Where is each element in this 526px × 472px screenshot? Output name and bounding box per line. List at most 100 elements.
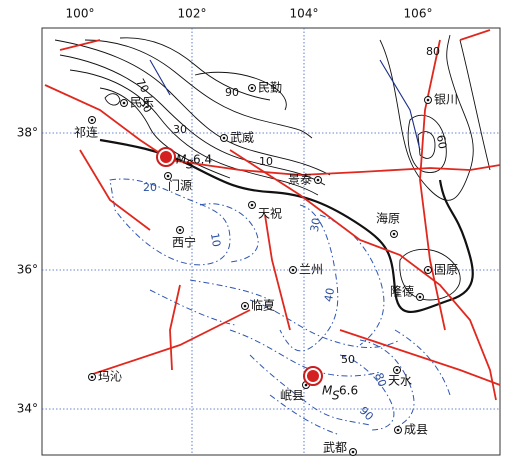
- city-label: 祁连: [74, 125, 98, 140]
- fault: [419, 39, 446, 331]
- city-label: 西宁: [172, 235, 196, 250]
- contour: [99, 87, 231, 179]
- city-label: 武都: [323, 441, 347, 455]
- city-label: 临夏: [251, 299, 275, 313]
- lat-label: 36°: [17, 263, 38, 277]
- lon-label: 104°: [290, 7, 319, 21]
- river: [379, 59, 421, 151]
- contour: [399, 248, 461, 301]
- epicenter-dot: [160, 151, 172, 163]
- contour: [359, 339, 415, 429]
- fault: [59, 39, 101, 51]
- epicenter: M S 6.6: [303, 366, 358, 403]
- city-label: 成县: [404, 423, 428, 437]
- contour: [104, 93, 121, 106]
- contour: [339, 354, 395, 431]
- city-marker-dot: [90, 118, 94, 122]
- city-label: 兰州: [299, 263, 323, 277]
- contour: [269, 394, 341, 436]
- contour-label: 70: [133, 76, 151, 95]
- city-label: 固原: [434, 263, 458, 277]
- contour-label: 40: [322, 287, 337, 303]
- contour-label: 20: [143, 181, 157, 194]
- lat-label: 34°: [17, 402, 38, 416]
- contour-label: 10: [259, 155, 273, 168]
- magnitude-symbol: M: [176, 153, 187, 167]
- city-label: 民勤: [258, 81, 282, 95]
- contour-label: 30: [308, 217, 323, 233]
- magnitude-symbol: M: [322, 384, 333, 398]
- city-marker-dot: [90, 375, 94, 379]
- contour: [199, 203, 259, 263]
- city-marker-dot: [426, 98, 430, 102]
- tick-labels: 100° 102° 104° 106° 38° 36° 34°: [17, 7, 433, 416]
- contour: [379, 34, 474, 201]
- contour: [279, 204, 339, 352]
- fault: [169, 284, 181, 371]
- contour-label: 10: [208, 232, 223, 248]
- contour-label: 30: [173, 123, 187, 136]
- isolines-south: [109, 178, 451, 436]
- city-marker-dot: [351, 450, 355, 454]
- map-frame: [41, 27, 501, 456]
- contour: [194, 71, 287, 111]
- city-marker-dot: [166, 174, 170, 178]
- isolines-north: [54, 34, 491, 313]
- city-marker-dot: [395, 368, 399, 372]
- magnitude-subscript: S: [332, 389, 340, 403]
- lon-label: 100°: [66, 7, 95, 21]
- contour: [59, 54, 326, 186]
- city-marker-dot: [243, 304, 247, 308]
- city-label: 隆德: [390, 284, 414, 299]
- contour: [84, 39, 313, 139]
- contour: [459, 39, 491, 171]
- city-label: 海原: [376, 211, 400, 226]
- fault: [459, 29, 491, 41]
- contour-labels: 90 80 70 30 30 10 20 10 30 40 50 60 80 9…: [133, 45, 449, 423]
- city-label: 武威: [230, 131, 254, 145]
- contour: [417, 131, 436, 159]
- fault: [79, 149, 151, 231]
- city-label: 景泰: [288, 173, 312, 187]
- magnitude-value: 6.4: [193, 153, 212, 167]
- river: [149, 59, 171, 96]
- contour-label: 90: [225, 86, 239, 99]
- contour: [394, 329, 451, 396]
- fault: [44, 84, 501, 176]
- city-marker-dot: [396, 428, 400, 432]
- magnitude-value: 6.6: [339, 384, 358, 398]
- city-marker-dot: [178, 228, 182, 232]
- city-marker-dot: [304, 383, 308, 387]
- contour-label: 60: [434, 134, 449, 150]
- city-marker-dot: [316, 178, 320, 182]
- city-marker-dot: [392, 232, 396, 236]
- contour: [229, 329, 381, 377]
- city-label: 门源: [168, 178, 192, 193]
- contour-label: 80: [372, 371, 389, 389]
- contour: [119, 37, 271, 101]
- city-label: 天水: [388, 374, 412, 388]
- fault: [339, 329, 501, 386]
- faults: [44, 29, 501, 401]
- lon-label: 102°: [178, 7, 207, 21]
- epicenter-dot: [307, 370, 319, 382]
- lat-label: 38°: [17, 126, 38, 140]
- city-label: 民乐: [130, 96, 154, 110]
- magnitude-subscript: S: [186, 158, 194, 172]
- epicenter: M S 6.4: [156, 147, 212, 172]
- city-marker-dot: [418, 295, 422, 299]
- contour-label: 80: [426, 45, 440, 58]
- city-marker-dot: [250, 203, 254, 207]
- city-marker-dot: [222, 136, 226, 140]
- fault: [89, 309, 251, 376]
- lon-label: 106°: [404, 7, 433, 21]
- fault: [229, 149, 497, 401]
- fault: [264, 214, 291, 331]
- city-marker-dot: [426, 268, 430, 272]
- city-label: 天祝: [258, 207, 282, 221]
- contour: [149, 289, 236, 326]
- contour-label: 30: [136, 96, 154, 115]
- city-marker-dot: [291, 268, 295, 272]
- contour-label: 50: [341, 353, 355, 366]
- contour: [249, 354, 371, 426]
